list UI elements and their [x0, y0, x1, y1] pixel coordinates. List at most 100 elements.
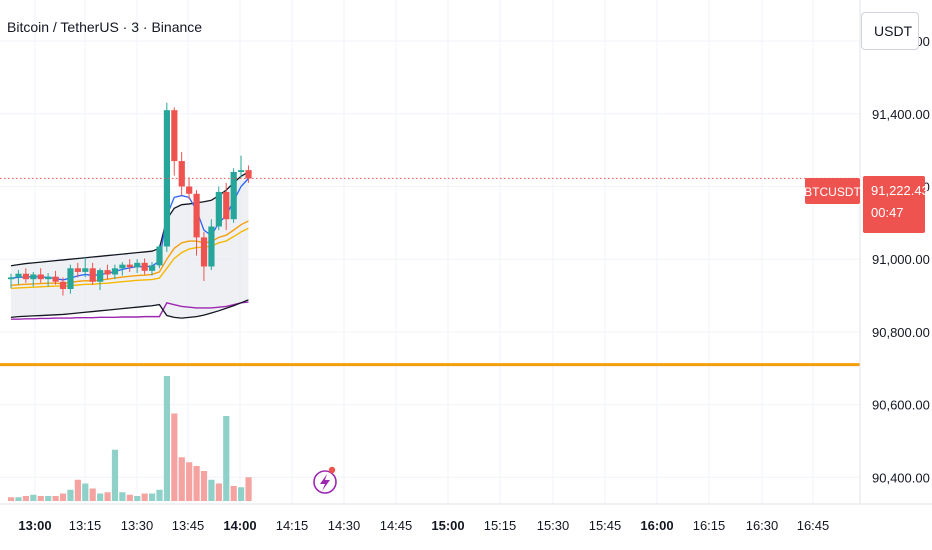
candle-body	[89, 268, 96, 282]
time-tick-label: 16:15	[693, 518, 726, 533]
volume-bar	[15, 497, 22, 501]
volume-bar	[238, 487, 245, 501]
volume-bars	[8, 376, 252, 501]
candle-body	[141, 262, 148, 271]
candle-body	[193, 193, 200, 238]
volume-bar	[8, 497, 15, 501]
candle-body	[8, 277, 15, 280]
volume-bar	[37, 496, 44, 501]
volume-bar	[111, 449, 119, 501]
volume-bar	[52, 496, 59, 501]
candle-body	[104, 270, 111, 275]
time-tick-label: 15:45	[589, 518, 622, 533]
price-tick-label: 90,600.00	[872, 398, 930, 413]
candle-body	[74, 268, 81, 272]
volume-bar	[200, 471, 208, 501]
price-tick-label: 90,400.00	[872, 470, 930, 485]
candle-body	[178, 161, 185, 187]
candle-body	[163, 110, 171, 247]
candle-body	[223, 191, 230, 220]
time-tick-label: 13:30	[121, 518, 154, 533]
time-axis[interactable]: 13:00 13:15 13:30 13:45 14:00 14:15 14:30 14:45…	[0, 503, 932, 533]
candle-body	[45, 276, 52, 280]
candle-body	[208, 226, 215, 267]
volume-bar	[148, 493, 156, 501]
time-tick-label: 14:30	[328, 518, 361, 533]
candles	[8, 102, 252, 296]
time-tick-label: 15:15	[484, 518, 517, 533]
candle-body	[230, 171, 237, 220]
volume-bar	[104, 492, 111, 501]
price-tick-label: 90,800.00	[872, 325, 930, 340]
candle-body	[67, 268, 74, 290]
time-tick-label: 16:00	[640, 518, 673, 533]
time-tick-label: 13:00	[18, 518, 51, 533]
time-tick-label: 16:30	[746, 518, 779, 533]
bollinger-upper-line	[10, 171, 249, 267]
chart-grid	[0, 0, 860, 504]
volume-bar	[230, 486, 237, 501]
volume-bar	[163, 376, 171, 501]
candle-body	[97, 270, 104, 282]
candle-body	[238, 170, 245, 172]
candle-body	[37, 274, 44, 280]
volume-bar	[119, 492, 126, 501]
volume-bar	[126, 494, 133, 501]
candle-body	[22, 273, 30, 280]
currency-button[interactable]: USDT	[861, 12, 919, 50]
volume-bar	[245, 477, 252, 501]
price-tick-label: 91,400.00	[872, 107, 930, 122]
volume-bar	[22, 496, 30, 501]
time-tick-label: 16:45	[797, 518, 830, 533]
candle-body	[126, 264, 133, 268]
volume-bar	[89, 488, 96, 501]
last-price-tag: BTCUSDT 91,222.43 00:47	[804, 176, 929, 233]
volume-bar	[215, 483, 222, 501]
candle-body	[200, 237, 208, 267]
volume-bar	[156, 489, 163, 501]
flash-icon[interactable]	[313, 466, 337, 494]
time-tick-label: 13:45	[172, 518, 205, 533]
candle-body	[156, 246, 163, 266]
price-tag-countdown: 00:47	[871, 205, 904, 220]
volume-bar	[134, 496, 141, 501]
volume-bar	[178, 457, 185, 501]
time-tick-label: 15:00	[431, 518, 464, 533]
price-axis[interactable]: 91,600.0091,400.0091,200.0091,000.0090,8…	[804, 0, 930, 504]
price-tag-background	[863, 176, 925, 233]
notification-dot-icon	[328, 466, 336, 474]
candle-body	[186, 186, 193, 194]
candle-body	[59, 281, 67, 290]
time-tick-label: 14:00	[223, 518, 256, 533]
symbol-tag-label: BTCUSDT	[804, 185, 861, 199]
volume-bar	[141, 493, 148, 501]
volume-bar	[30, 494, 37, 501]
volume-bar	[208, 479, 215, 501]
price-tag-value: 91,222.43	[871, 183, 929, 198]
time-tick-label: 15:30	[537, 518, 570, 533]
time-tick-label: 14:45	[380, 518, 413, 533]
volume-bar	[67, 489, 74, 501]
purple-indicator-line	[11, 301, 249, 320]
candle-body	[148, 265, 156, 271]
candle-body	[30, 274, 37, 280]
candle-body	[119, 264, 126, 269]
volume-bar	[59, 493, 67, 501]
bollinger-lower-line	[10, 299, 249, 319]
candle-body	[215, 191, 222, 227]
lightning-bolt-icon	[320, 474, 330, 491]
volume-bar	[74, 479, 81, 501]
chart-overlays	[0, 177, 860, 494]
volume-bar	[223, 416, 230, 501]
candle-body	[134, 262, 141, 268]
time-tick-label: 13:15	[69, 518, 102, 533]
volume-bar	[97, 493, 104, 501]
candle-body	[82, 268, 89, 272]
price-tick-label: 91,000.00	[872, 252, 930, 267]
symbol-tag-background	[805, 178, 860, 204]
candle-body	[111, 268, 119, 275]
volume-bar	[186, 462, 193, 501]
candle-body	[52, 276, 59, 282]
volume-bar	[193, 466, 200, 501]
